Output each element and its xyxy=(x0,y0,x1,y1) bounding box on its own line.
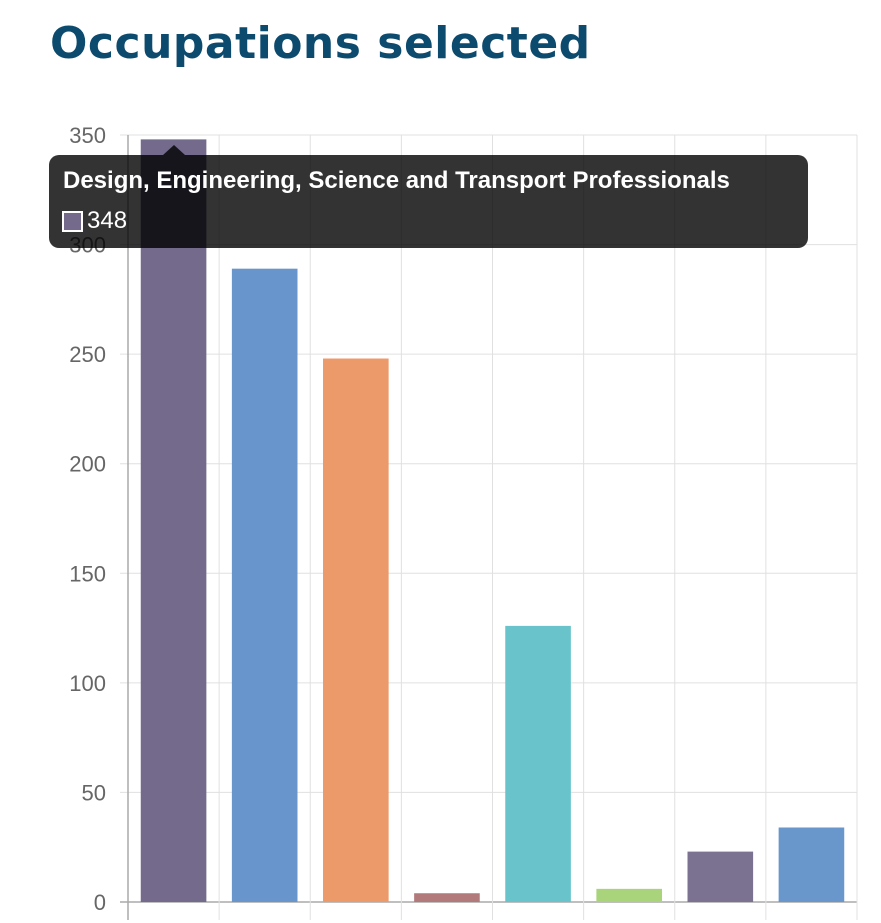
bar xyxy=(505,625,571,902)
bar xyxy=(414,893,480,902)
y-tick-label: 250 xyxy=(69,342,106,367)
tooltip-body: 348 xyxy=(62,207,127,235)
bar xyxy=(231,268,298,903)
page-title: Occupations selected xyxy=(50,18,591,69)
tooltip-value: 348 xyxy=(87,207,128,234)
chart-tooltip: Design, Engineering, Science and Transpo… xyxy=(49,155,808,248)
tooltip-title: Design, Engineering, Science and Transpo… xyxy=(63,167,730,194)
y-tick-label: 100 xyxy=(69,671,106,696)
tooltip-color-swatch xyxy=(62,210,83,232)
bar xyxy=(323,358,389,902)
y-tick-label: 150 xyxy=(69,561,106,586)
tooltip-caret xyxy=(163,145,185,155)
y-tick-label: 50 xyxy=(82,780,106,805)
bar xyxy=(596,888,662,902)
bar xyxy=(778,827,845,902)
y-tick-label: 350 xyxy=(69,123,106,148)
y-tick-label: 200 xyxy=(69,452,106,477)
bar xyxy=(140,139,207,902)
bar xyxy=(687,851,754,902)
y-tick-label: 0 xyxy=(94,890,106,915)
